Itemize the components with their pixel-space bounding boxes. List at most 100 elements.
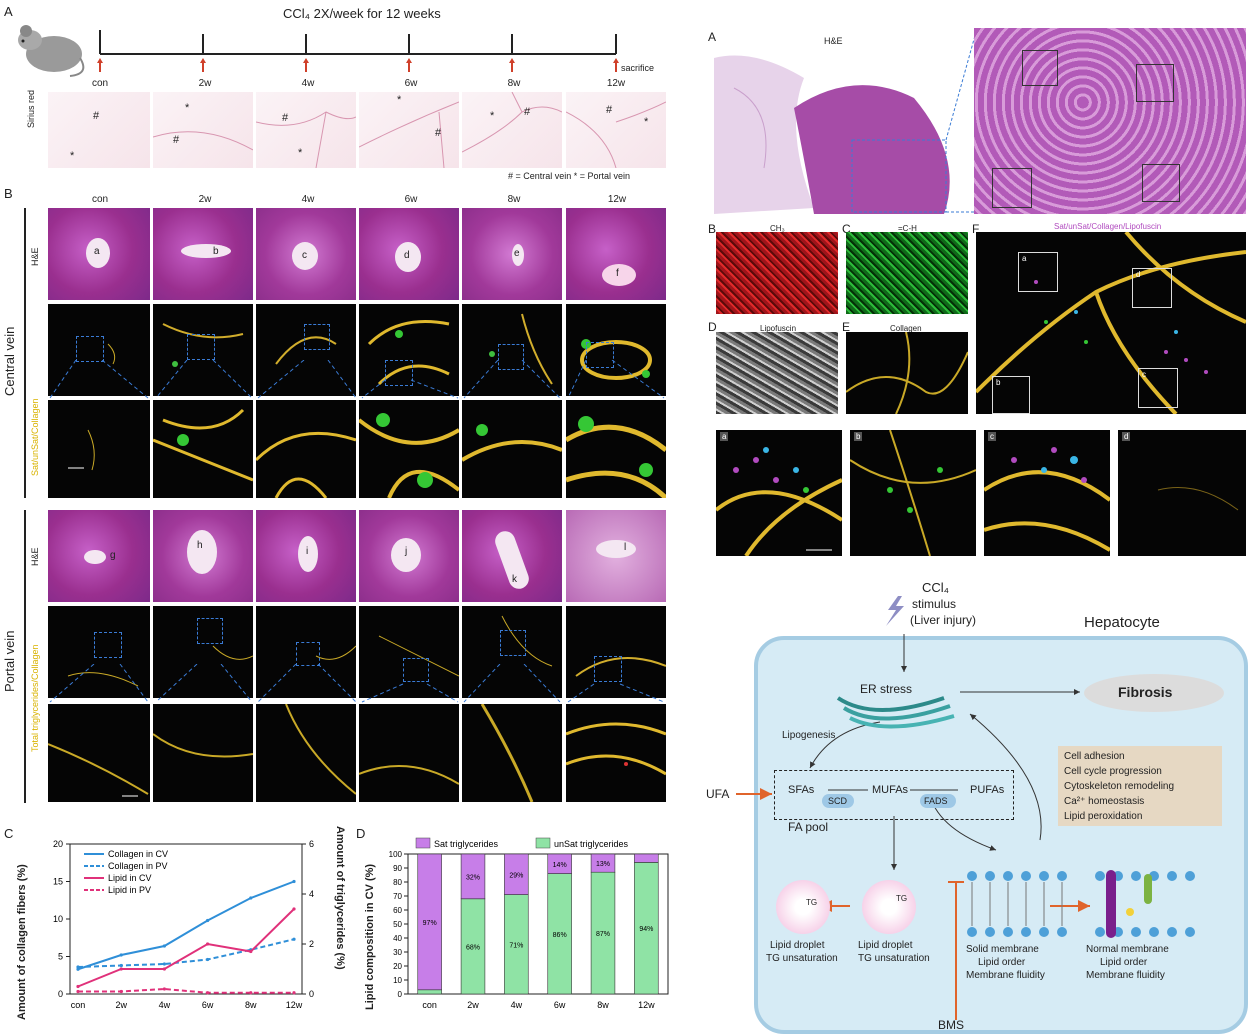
pv-srs-tile — [359, 606, 459, 698]
roi-tile: b — [850, 430, 976, 556]
data-point — [119, 967, 123, 971]
er-icon — [836, 696, 955, 729]
lightning-icon — [886, 596, 904, 626]
tg-label: TG — [896, 894, 908, 903]
y-tick-label: 80 — [393, 878, 402, 887]
pv-zoom-tile — [359, 704, 459, 802]
cv-zoom-tile — [153, 400, 253, 498]
ufa-label: UFA — [706, 787, 730, 801]
diagram-arrows — [736, 634, 1133, 1020]
right-d-letter: D — [708, 320, 717, 334]
data-point — [76, 989, 80, 994]
bar-sat — [460, 853, 486, 900]
bar-sat — [590, 853, 616, 873]
timepoint: 8w — [507, 78, 521, 89]
ld1-unsat: TG unsaturation — [766, 953, 838, 964]
x-tick-label: 4w — [159, 1000, 171, 1010]
bar-label: 13% — [596, 861, 610, 868]
effect-item: Lipid peroxidation — [1064, 811, 1143, 822]
col-header: con — [91, 194, 109, 205]
series-line — [77, 880, 295, 971]
pv-he-tile: j — [359, 510, 459, 602]
bar-label: 14% — [553, 862, 567, 869]
collagen-image — [846, 332, 968, 414]
pv-zoom-tile — [153, 704, 253, 802]
plot-frame — [69, 843, 303, 995]
timepoint: con — [91, 78, 109, 89]
fads-pill — [920, 794, 956, 808]
data-point — [76, 984, 80, 989]
pv-zoom-tile — [48, 704, 150, 802]
data-point — [162, 944, 166, 948]
col-header: 2w — [198, 194, 212, 205]
cv-zoom-tile — [566, 400, 666, 498]
zoom-lines — [49, 664, 665, 703]
he-zoom — [974, 28, 1246, 214]
y-tick-label: 20 — [393, 962, 402, 971]
data-point — [206, 957, 210, 962]
bar-label: 29% — [509, 872, 523, 879]
lipofuscin-image — [716, 332, 838, 414]
bar-label: 68% — [466, 944, 480, 951]
right-e-letter: E — [842, 320, 851, 334]
cv-srs-tile — [462, 304, 562, 396]
cv-channel-label: Sat/unSat/Collagen — [30, 398, 40, 476]
data-point — [292, 879, 296, 884]
pv-he-tile: k — [462, 510, 562, 602]
col-header: 12w — [607, 194, 627, 205]
x-tick-label: con — [422, 1000, 437, 1010]
y-tick-label: 10 — [393, 976, 402, 985]
y-tick-label: 30 — [393, 948, 402, 957]
sirius-tile: # * — [566, 92, 666, 168]
c-left-ylabel: Amount of collagen fibers (%) — [16, 864, 28, 1020]
cv-he-tile: c — [256, 208, 356, 300]
sirius-tile: # * — [153, 92, 253, 168]
fads-label: FADS — [924, 796, 948, 806]
cv-he-tile: a — [48, 208, 150, 300]
lipogenesis-label: Lipogenesis — [782, 730, 836, 741]
data-point — [162, 962, 166, 966]
effect-item: Cell adhesion — [1064, 751, 1125, 762]
data-point — [76, 967, 80, 971]
y2-tick-label: 4 — [309, 889, 314, 899]
sirius-red-label: Sirius red — [26, 89, 36, 128]
y-tick-label: 100 — [389, 850, 403, 859]
pv-channel-label: Total triglycerides/Collagen — [30, 644, 40, 752]
right-f-letter: F — [972, 222, 980, 236]
ch3-image — [716, 232, 838, 314]
col-header: 6w — [404, 194, 418, 205]
effect-item: Cytoskeleton remodeling — [1064, 781, 1175, 792]
timepoint: 2w — [198, 78, 212, 89]
ld2-unsat: TG unsaturation — [858, 953, 930, 964]
legend-label: Collagen in CV — [108, 849, 168, 859]
timepoint: 12w — [606, 78, 626, 89]
pv-zoom-tile — [462, 704, 562, 802]
legend-label: Collagen in PV — [108, 861, 168, 871]
cv-zoom-tile — [359, 400, 459, 498]
collagen-title: Collagen — [890, 324, 922, 333]
series-line — [77, 938, 295, 968]
nm-order: Lipid order — [1100, 957, 1148, 968]
tg-label: TG — [806, 898, 818, 907]
sm-fluidity: Membrane fluidity — [966, 970, 1045, 981]
y2-tick-label: 2 — [309, 939, 314, 949]
hepatocyte-label: Hepatocyte — [1084, 614, 1160, 631]
ccl4-label: CCl₄ — [922, 580, 949, 595]
data-point — [292, 907, 296, 911]
portal-vein-bracket — [24, 510, 26, 803]
cv-zoom-tile — [48, 400, 150, 498]
bar-sat — [547, 853, 572, 874]
fa-pool-label: FA pool — [788, 820, 829, 834]
pv-srs-tile — [256, 606, 356, 698]
legend-label: Lipid in CV — [108, 873, 152, 883]
ch-image — [846, 232, 968, 314]
y-tick-label: 10 — [53, 914, 63, 924]
roi-tile: c — [984, 430, 1110, 556]
cv-zoom-tile — [256, 400, 356, 498]
sm-label: Solid membrane — [966, 944, 1039, 955]
sfa-label: SFAs — [788, 784, 815, 796]
pv-he-tile: l — [566, 510, 666, 602]
data-point — [249, 949, 253, 954]
nm-fluidity: Membrane fluidity — [1086, 970, 1165, 981]
nm-label: Normal membrane — [1086, 944, 1169, 955]
